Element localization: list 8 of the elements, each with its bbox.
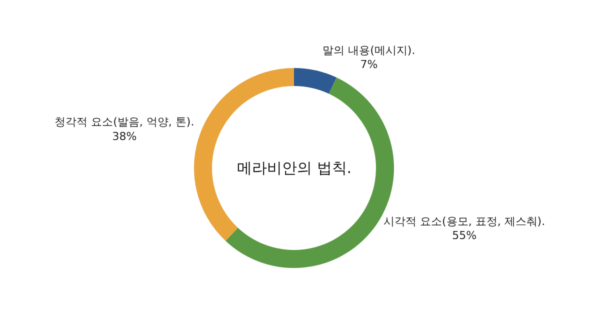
donut-slice <box>294 68 337 94</box>
data-label: 55% <box>452 229 477 242</box>
text: 메라비안의 법칙. <box>237 159 352 177</box>
slice-label: 말의 내용(메시지). <box>322 44 416 57</box>
slice-label: 청각적 요소(발음, 억양, 톤). <box>54 116 194 129</box>
data-label: 7% <box>360 58 378 72</box>
data-label: 38% <box>112 130 137 143</box>
slice-label: 시각적 요소(용모, 표정, 제스춰). <box>384 214 546 228</box>
